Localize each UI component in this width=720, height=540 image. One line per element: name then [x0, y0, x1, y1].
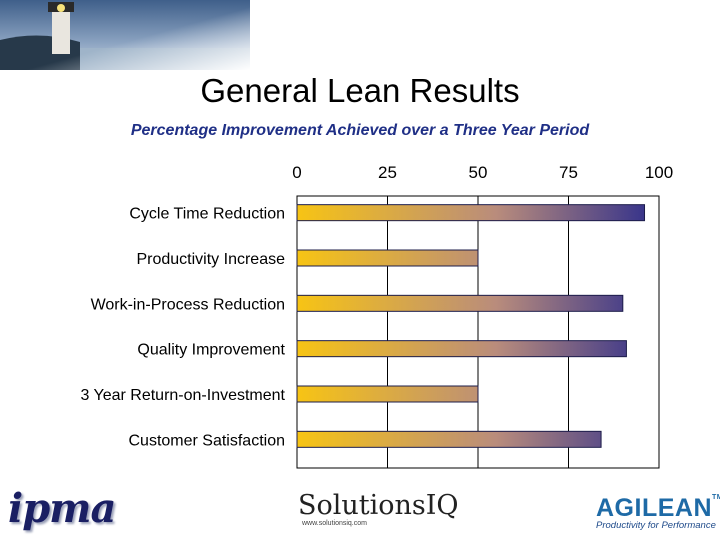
agilean-trademark: TM: [712, 494, 720, 501]
chart-bars: [296, 204, 646, 448]
agilean-logo: AGILEANTM Productivity for Performance: [596, 494, 720, 531]
category-label: Work-in-Process Reduction: [91, 296, 285, 313]
agilean-tagline: Productivity for Performance: [596, 520, 716, 531]
ipma-logo: ipma: [8, 485, 116, 532]
category-label: 3 Year Return-on-Investment: [80, 387, 285, 404]
category-label: Productivity Increase: [136, 251, 285, 268]
chart-title: General Lean Results: [200, 72, 520, 109]
lighthouse-photo-icon: [0, 0, 250, 70]
category-label: Customer Satisfaction: [128, 432, 285, 449]
solutionsiq-logo: SolutionsIQ www.solutionsiq.com: [298, 490, 459, 530]
solutionsiq-logo-text: SolutionsIQ: [298, 490, 459, 521]
agilean-wordmark: AGILEAN: [596, 494, 712, 522]
x-tick-label: 100: [645, 163, 673, 182]
lighthouse-banner: [0, 0, 250, 70]
x-tick-label: 50: [469, 163, 488, 182]
category-label: Quality Improvement: [137, 342, 285, 359]
x-tick-label: 25: [378, 163, 397, 182]
bar: [296, 385, 479, 403]
bar: [296, 294, 624, 312]
bar: [296, 249, 479, 267]
x-tick-label: 0: [292, 163, 301, 182]
solutionsiq-logo-url: www.solutionsiq.com: [302, 520, 367, 527]
category-labels: Cycle Time Reduction Productivity Increas…: [80, 206, 285, 450]
bar-chart: 0 25 50 75 100 Cycle Time Reduction Productiv…: [80, 163, 673, 469]
chart-subtitle: Percentage Improvement Achieved over a T…: [130, 122, 590, 139]
category-label: Cycle Time Reduction: [129, 206, 285, 223]
bar: [296, 204, 646, 222]
bar: [296, 340, 627, 358]
agilean-logo-text: AGILEANTM: [596, 494, 720, 523]
chart-grid: [296, 195, 660, 469]
bar: [296, 430, 602, 448]
x-tick-label: 75: [559, 163, 578, 182]
x-axis-ticks: 0 25 50 75 100: [292, 163, 673, 182]
